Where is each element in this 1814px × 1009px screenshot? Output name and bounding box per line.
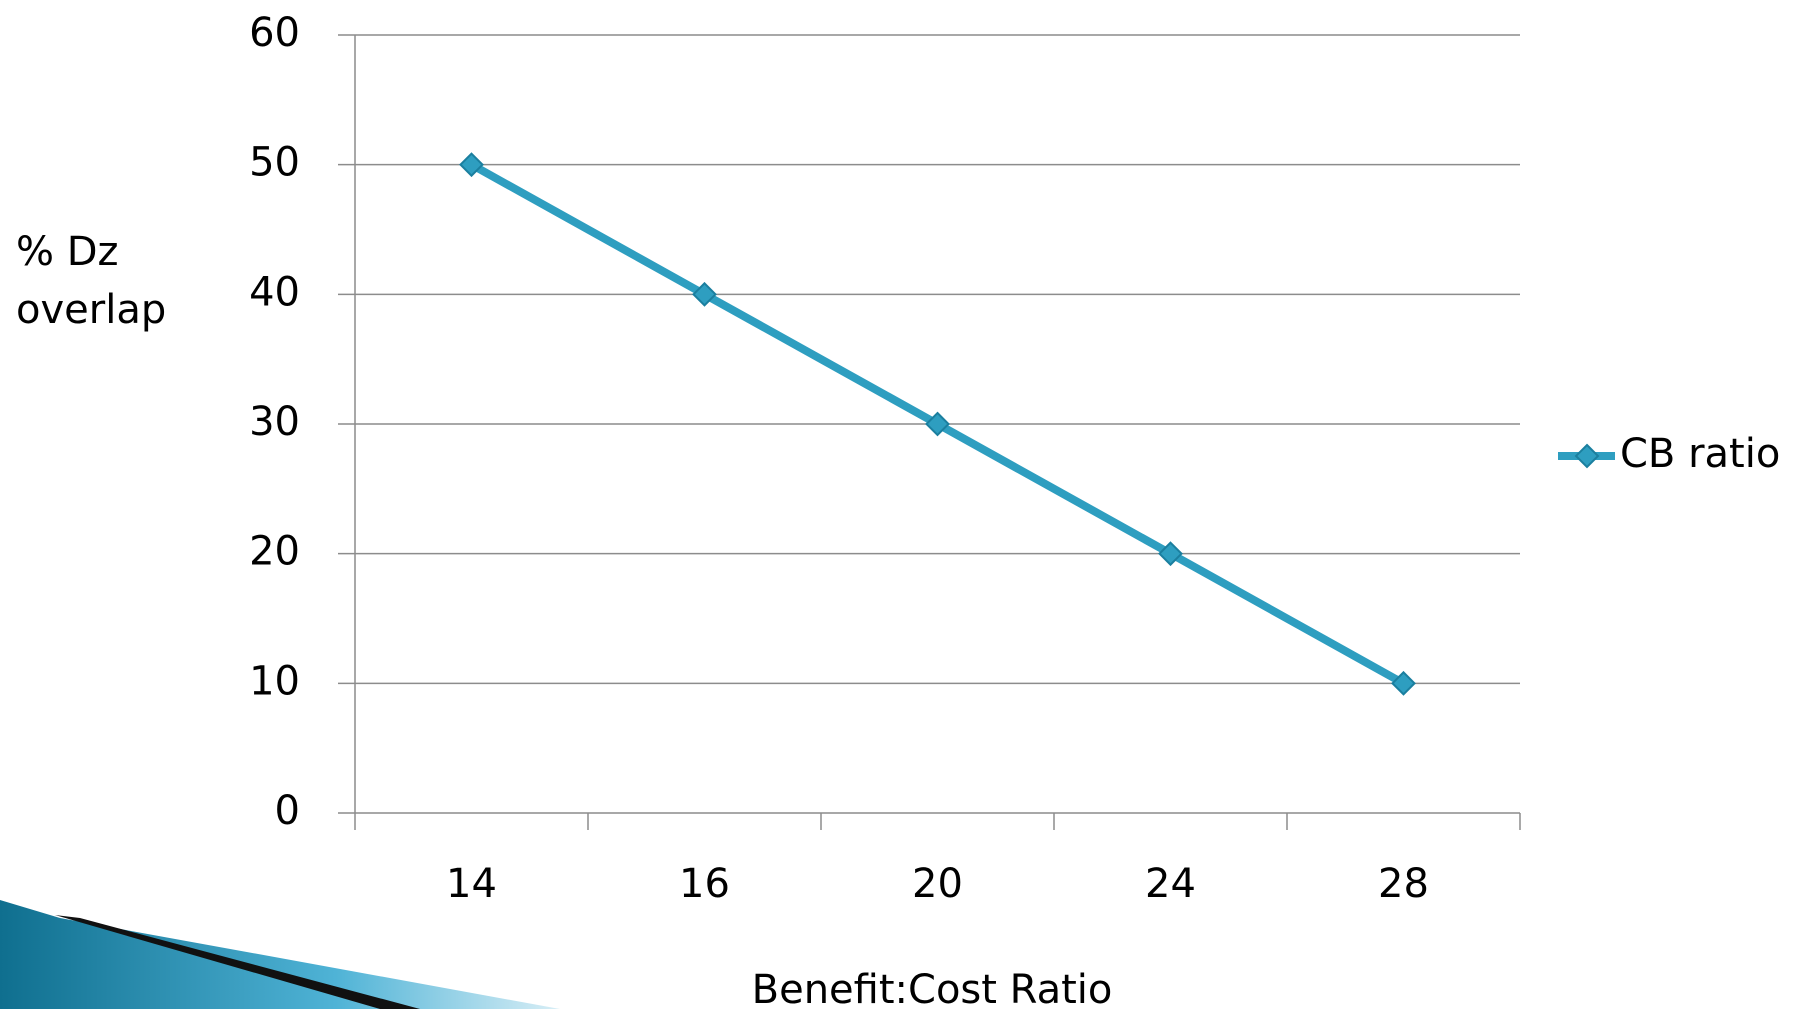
y-tick-label: 40 (249, 269, 300, 315)
y-tick-label: 20 (249, 529, 300, 575)
page: {"chart_data": {"type": "line", "x_label… (0, 0, 1814, 1009)
y-axis-title: % Dz (16, 229, 119, 275)
y-tick-label: 30 (249, 399, 300, 445)
y-tick-label: 0 (275, 788, 300, 834)
x-tick-label: 14 (446, 861, 497, 907)
x-axis-title: Benefit:Cost Ratio (752, 967, 1113, 1009)
x-tick-label: 16 (679, 861, 730, 907)
y-tick-label: 60 (249, 10, 300, 56)
y-axis-title: overlap (16, 287, 166, 333)
legend-label: CB ratio (1620, 431, 1780, 477)
decor-swoosh (0, 900, 560, 1009)
chart: Benefit:Cost Ratio % Dz overlap 0 10 20 30 4… (0, 0, 1814, 1009)
x-tick-label: 28 (1378, 861, 1429, 907)
legend-marker (1576, 445, 1598, 467)
y-tick-label: 10 (249, 658, 300, 704)
y-tick-label: 50 (249, 140, 300, 186)
x-tick-label: 20 (912, 861, 963, 907)
x-tick-label: 24 (1145, 861, 1196, 907)
